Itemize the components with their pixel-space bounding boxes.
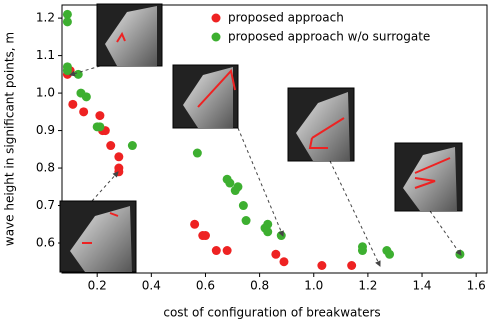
data-point: [62, 17, 72, 27]
data-point: [127, 141, 137, 151]
data-point: [233, 182, 243, 192]
data-point: [95, 111, 105, 121]
data-point: [211, 246, 221, 256]
data-point: [225, 178, 235, 188]
y-tick-label: 1.2: [36, 11, 55, 25]
data-point: [279, 257, 289, 267]
inset-image: [172, 64, 239, 129]
arrow: [69, 65, 101, 77]
data-point: [190, 219, 200, 229]
legend-label: proposed approach w/o surrogate: [228, 30, 430, 44]
inset-image: [287, 87, 355, 162]
y-tick-label: 1.0: [36, 86, 55, 100]
y-axis-label: wave height in significant points, m: [3, 32, 17, 246]
data-point: [271, 249, 281, 259]
x-tick-label: 0.6: [196, 279, 215, 293]
legend-label: proposed approach: [228, 11, 344, 25]
x-tick-label: 1.6: [467, 279, 486, 293]
x-tick-label: 0.2: [88, 279, 107, 293]
plot-area: 0.2 0.4 0.6 0.8 1.0 1.2 1.4 1.6 0.6 0.7 0.8 0.9 1.0 1…: [36, 4, 488, 293]
data-point: [114, 152, 124, 162]
x-axis-label: cost of configuration of breakwaters: [163, 306, 380, 320]
y-tick-label: 0.9: [36, 123, 55, 137]
data-point: [62, 9, 72, 19]
x-tick-label: 0.8: [250, 279, 269, 293]
data-point: [238, 201, 248, 211]
legend-marker: [211, 13, 221, 23]
plot-frame: [61, 4, 488, 274]
data-point: [455, 249, 465, 259]
data-point: [106, 141, 116, 151]
arrow: [429, 210, 462, 256]
data-point: [241, 216, 251, 226]
inset-image: [59, 200, 137, 273]
data-point: [317, 261, 327, 271]
data-point: [79, 107, 89, 117]
data-point: [347, 261, 357, 271]
data-point: [81, 92, 91, 102]
x-tick-label: 1.0: [304, 279, 323, 293]
x-tick-label: 0.4: [142, 279, 161, 293]
arrow: [91, 171, 119, 202]
data-point: [192, 148, 202, 158]
inset-image: [394, 142, 463, 212]
data-point: [276, 231, 286, 241]
y-tick-label: 0.8: [36, 161, 55, 175]
x-tick-label: 1.4: [412, 279, 431, 293]
data-point: [114, 167, 124, 177]
inset-image: [96, 3, 163, 67]
arrow: [237, 127, 284, 237]
y-tick-label: 0.6: [36, 236, 55, 250]
data-point: [357, 246, 367, 256]
x-tick-label: 1.2: [358, 279, 377, 293]
data-point: [385, 249, 395, 259]
y-tick-label: 1.1: [36, 48, 55, 62]
data-point: [62, 66, 72, 76]
data-point: [95, 122, 105, 132]
data-point: [200, 231, 210, 241]
legend: proposed approach proposed approach w/o s…: [211, 11, 430, 44]
data-point: [263, 219, 273, 229]
insets: [59, 3, 463, 273]
data-point: [68, 99, 78, 109]
y-tick-label: 0.7: [36, 198, 55, 212]
data-point: [222, 246, 232, 256]
data-point: [263, 227, 273, 237]
legend-marker: [211, 32, 221, 42]
arrow: [329, 160, 381, 267]
